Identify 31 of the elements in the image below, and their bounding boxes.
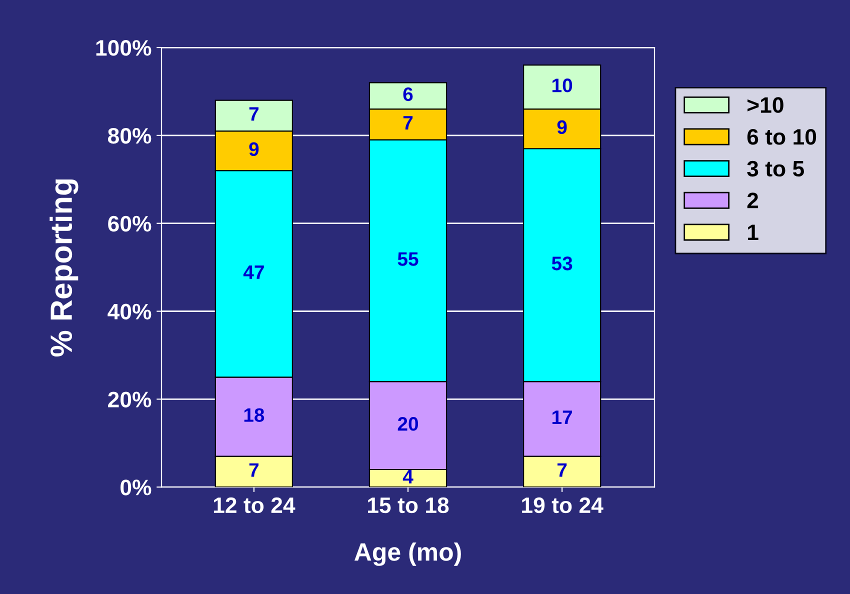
data-label: 6 <box>403 87 413 102</box>
data-label: 7 <box>557 463 567 477</box>
y-axis-title: % Reporting <box>50 179 78 357</box>
y-tick-label: 0% <box>120 480 152 496</box>
x-axis-title: Age (mo) <box>354 542 461 566</box>
y-tick-label: 80% <box>108 128 152 144</box>
data-label: 10 <box>552 78 572 92</box>
legend-label: 6 to 10 <box>747 129 816 145</box>
legend-label: >10 <box>748 97 784 113</box>
y-tick-label: 20% <box>108 392 152 408</box>
legend-label: 2 <box>747 192 758 208</box>
x-tick-label: 19 to 24 <box>522 497 604 514</box>
data-label: 20 <box>398 416 418 431</box>
legend-label: 1 <box>748 224 758 240</box>
data-label: 18 <box>244 408 264 422</box>
y-tick-label: 60% <box>108 216 152 232</box>
data-label: 47 <box>243 266 264 279</box>
data-label: 7 <box>403 116 413 130</box>
y-tick-label: 40% <box>108 304 152 320</box>
x-tick-label: 12 to 24 <box>214 497 296 514</box>
y-tick-label: 100% <box>96 40 152 56</box>
data-label: 4 <box>402 470 414 484</box>
data-label: 7 <box>249 107 258 121</box>
x-tick-label: 15 to 18 <box>368 497 449 514</box>
data-label: 17 <box>552 410 572 424</box>
data-label: 53 <box>552 256 572 270</box>
data-label: 55 <box>398 252 418 266</box>
data-label: 9 <box>249 142 259 156</box>
data-label: 9 <box>557 120 567 134</box>
data-label: 7 <box>249 463 258 477</box>
legend-label: 3 to 5 <box>747 160 804 177</box>
